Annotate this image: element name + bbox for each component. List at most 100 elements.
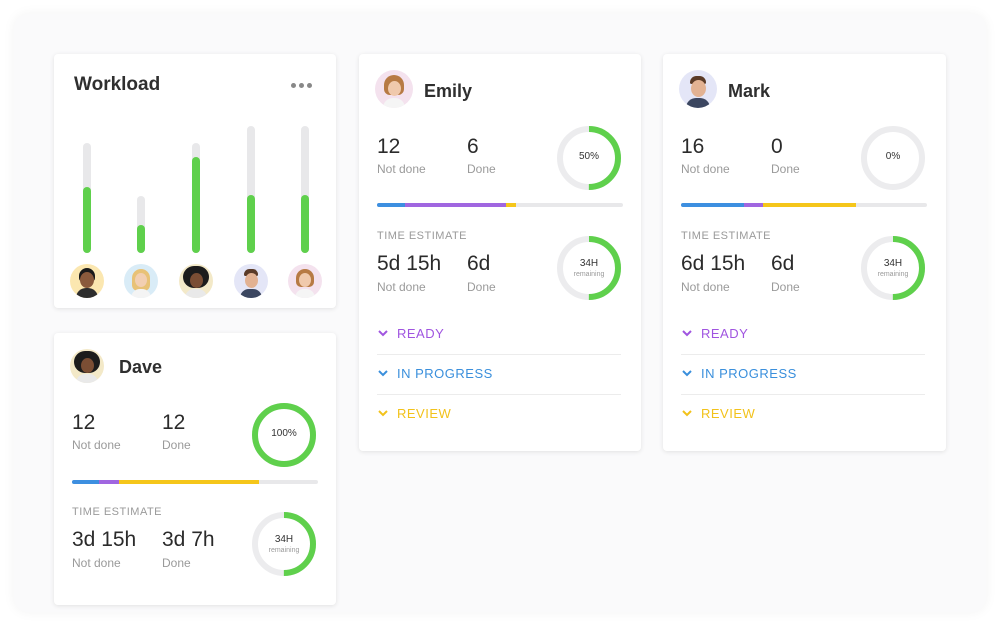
remaining-ring: 34H remaining: [250, 510, 318, 578]
ring-graphic: [557, 126, 621, 190]
dave-card: Dave 12 Not done 12 Done 100% TIME ESTIM…: [54, 333, 336, 605]
time-done-label: Done: [162, 556, 191, 570]
person-name: Dave: [119, 357, 163, 377]
workload-bar-fill: [192, 157, 200, 253]
chevron-down-icon: [682, 410, 692, 417]
remaining-ring: 34H remaining: [859, 234, 927, 302]
progress-segment: [681, 203, 744, 207]
ring-graphic: [861, 126, 925, 190]
chevron-down-icon: [682, 330, 692, 337]
status-label: REVIEW: [397, 406, 452, 421]
done-label: Done: [771, 162, 800, 176]
status-label: REVIEW: [701, 406, 756, 421]
workload-bar: [192, 143, 200, 253]
done-count: 0: [771, 135, 783, 158]
chevron-down-icon: [378, 370, 388, 377]
done-count: 12: [162, 411, 186, 434]
status-label: READY: [397, 326, 445, 341]
status-label: READY: [701, 326, 749, 341]
not-done-count: 16: [681, 135, 705, 158]
status-group-review[interactable]: REVIEW: [377, 394, 621, 434]
avatar[interactable]: [124, 264, 158, 298]
time-estimate-label: TIME ESTIMATE: [377, 230, 468, 242]
time-estimate-label: TIME ESTIMATE: [72, 506, 163, 518]
completion-percent: 100%: [271, 428, 297, 439]
avatar[interactable]: [679, 70, 717, 108]
time-done-label: Done: [771, 280, 800, 294]
avatar[interactable]: [234, 264, 268, 298]
ring-graphic: [861, 236, 925, 300]
avatar[interactable]: [179, 264, 213, 298]
completion-percent: 50%: [578, 151, 599, 162]
status-group-in-progress[interactable]: IN PROGRESS: [681, 354, 925, 395]
time-not-done-label: Not done: [681, 280, 730, 294]
avatar[interactable]: [375, 70, 413, 108]
workload-bar-fill: [83, 187, 91, 253]
remaining-label: remaining: [573, 271, 605, 278]
workload-bar-fill: [301, 195, 309, 253]
progress-segment: [72, 480, 100, 484]
status-group-review[interactable]: REVIEW: [681, 394, 925, 434]
done-label: Done: [162, 438, 191, 452]
task-progress-bar: [72, 480, 318, 484]
progress-segment: [506, 203, 516, 207]
workload-bar: [301, 126, 309, 253]
task-progress-bar: [377, 203, 623, 207]
not-done-label: Not done: [377, 162, 426, 176]
remaining-hours: 34H: [274, 534, 294, 545]
chevron-down-icon: [378, 330, 388, 337]
person-name: Mark: [728, 81, 771, 101]
chevron-down-icon: [682, 370, 692, 377]
not-done-count: 12: [72, 411, 96, 434]
time-done: 6d: [467, 252, 491, 275]
completion-ring: 100%: [250, 401, 318, 469]
time-done: 3d 7h: [162, 528, 215, 551]
ring-track: [861, 126, 925, 190]
progress-segment: [118, 480, 259, 484]
status-group-ready[interactable]: READY: [681, 314, 925, 355]
workload-bar: [247, 126, 255, 253]
not-done-count: 12: [377, 135, 401, 158]
completion-percent: 0%: [885, 151, 901, 162]
time-not-done-label: Not done: [72, 556, 121, 570]
done-count: 6: [467, 135, 479, 158]
ring-graphic: [557, 236, 621, 300]
mark-card: Mark 16 Not done 0 Done 0% TIME ESTIMATE…: [663, 54, 946, 451]
status-group-ready[interactable]: READY: [377, 314, 621, 355]
emily-card: Emily 12 Not done 6 Done 50% TIME ESTIMA…: [359, 54, 641, 451]
chevron-down-icon: [378, 410, 388, 417]
workload-bar: [137, 196, 145, 253]
avatar[interactable]: [288, 264, 322, 298]
task-progress-bar: [681, 203, 927, 207]
avatar[interactable]: [70, 349, 104, 383]
workload-title: Workload: [74, 74, 161, 95]
time-done: 6d: [771, 252, 795, 275]
workload-bar: [83, 143, 91, 253]
ring-graphic: [252, 403, 316, 467]
workload-bar-fill: [247, 195, 255, 253]
completion-ring: 0%: [859, 124, 927, 192]
workload-bar-fill: [137, 225, 145, 253]
workload-card: Workload: [54, 54, 336, 308]
remaining-ring: 34H remaining: [555, 234, 623, 302]
person-name: Emily: [424, 81, 473, 101]
time-estimate-label: TIME ESTIMATE: [681, 230, 772, 242]
status-group-in-progress[interactable]: IN PROGRESS: [377, 354, 621, 395]
ring-fill: [557, 126, 621, 190]
time-done-label: Done: [467, 280, 496, 294]
ring-fill: [861, 236, 925, 300]
status-label: IN PROGRESS: [701, 366, 797, 381]
time-not-done-label: Not done: [377, 280, 426, 294]
progress-segment: [405, 203, 507, 207]
progress-segment: [377, 203, 406, 207]
remaining-hours: 34H: [883, 258, 903, 269]
ring-fill: [252, 403, 316, 467]
progress-segment: [743, 203, 764, 207]
progress-segment: [763, 203, 856, 207]
progress-segment: [99, 480, 119, 484]
more-horizontal-icon[interactable]: [291, 83, 312, 88]
avatar[interactable]: [70, 264, 104, 298]
completion-ring: 50%: [555, 124, 623, 192]
not-done-label: Not done: [72, 438, 121, 452]
status-label: IN PROGRESS: [397, 366, 493, 381]
